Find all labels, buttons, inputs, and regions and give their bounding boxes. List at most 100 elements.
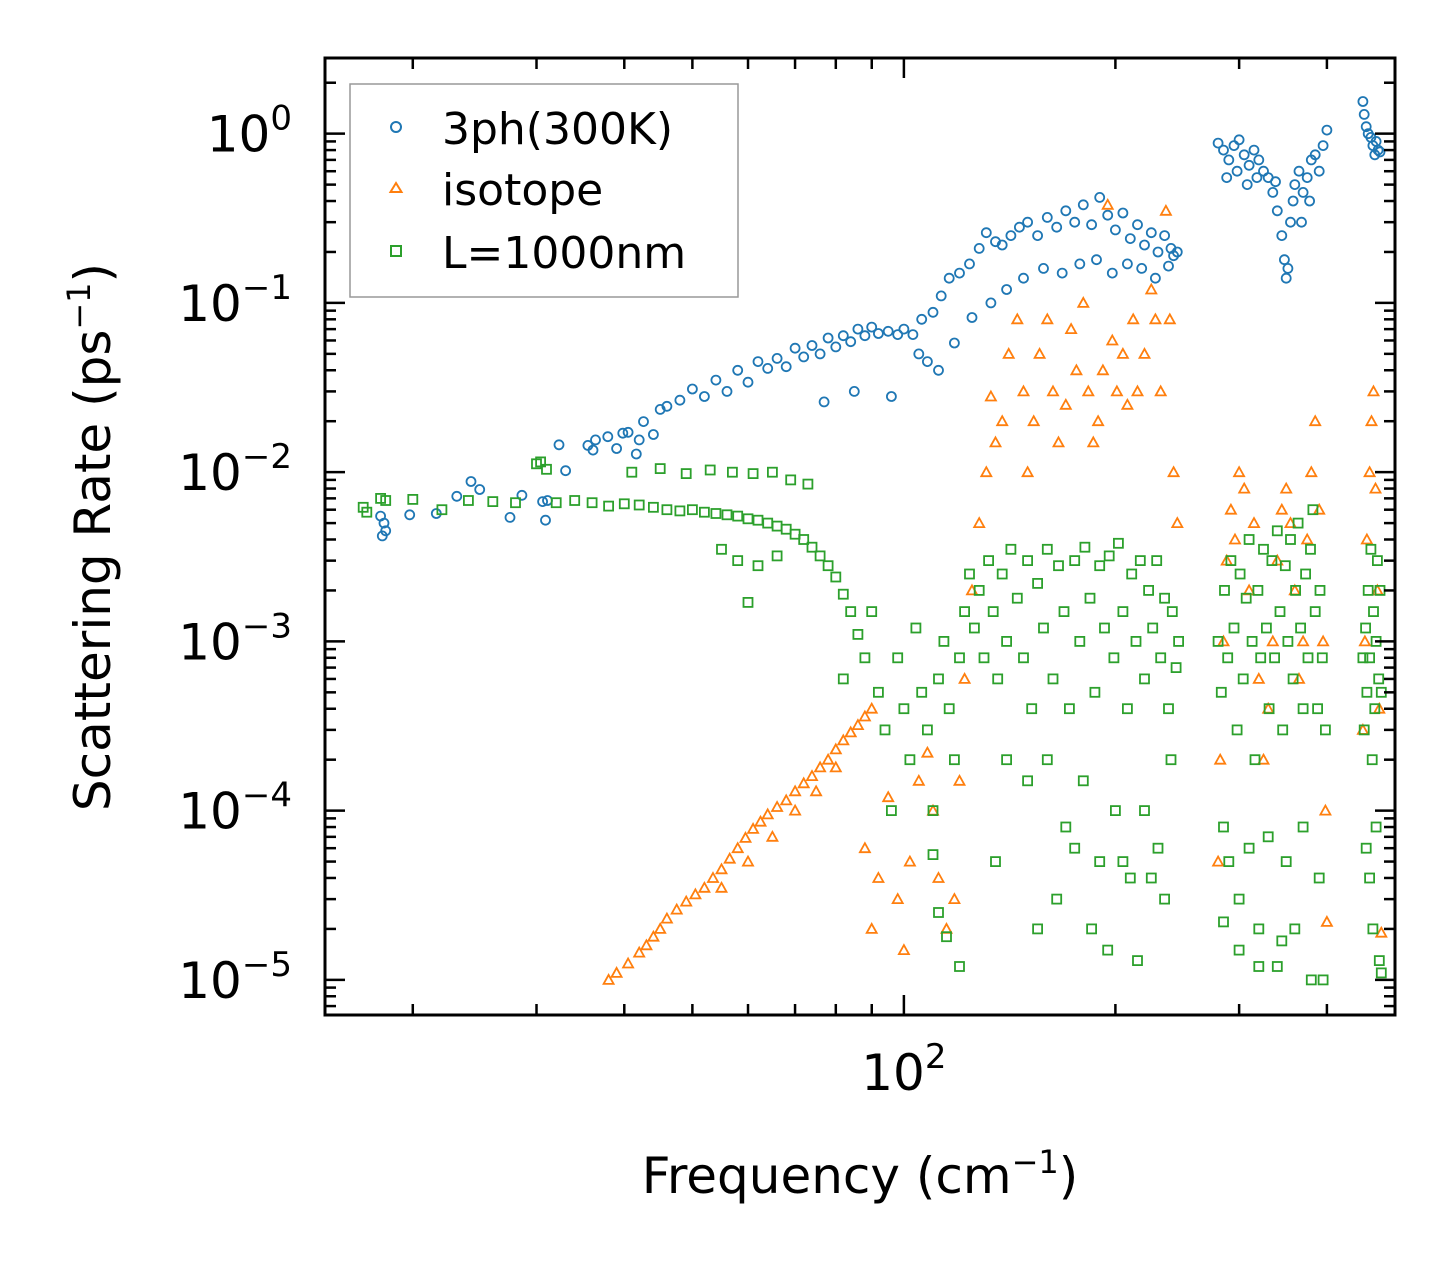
data-point (723, 851, 737, 864)
data-point (504, 512, 516, 523)
data-point (938, 636, 950, 647)
data-point (1367, 923, 1379, 935)
data-point (1086, 219, 1097, 231)
data-point (1130, 636, 1142, 647)
data-point (1038, 622, 1049, 634)
data-point (806, 541, 818, 553)
data-point (727, 466, 738, 478)
data-point (1212, 636, 1224, 647)
data-point (1163, 703, 1174, 715)
data-point (1271, 525, 1283, 537)
data-point (646, 929, 660, 942)
data-point (732, 364, 744, 376)
data-point (752, 356, 764, 368)
data-point (933, 907, 944, 918)
data-point (380, 525, 392, 537)
data-point (1021, 465, 1035, 478)
data-point (679, 894, 693, 907)
data-point (927, 805, 939, 816)
data-point (886, 805, 897, 816)
data-point (1231, 724, 1243, 736)
data-point (1223, 154, 1235, 166)
data-point (789, 342, 801, 354)
data-point (1041, 211, 1053, 223)
data-point (687, 383, 698, 395)
data-point (1372, 555, 1383, 566)
data-point (1358, 724, 1370, 736)
data-point (1016, 384, 1031, 397)
data-point (767, 466, 778, 478)
data-point (1094, 191, 1106, 203)
data-point (1313, 872, 1325, 884)
data-point (979, 465, 993, 478)
data-point (626, 466, 638, 478)
data-point (1261, 622, 1272, 634)
data-point (1094, 560, 1106, 572)
data-point (1132, 219, 1143, 231)
data-point (1077, 775, 1089, 787)
data-point (1010, 312, 1024, 325)
data-point (1018, 272, 1029, 284)
data-point (1297, 703, 1309, 715)
data-point (680, 468, 692, 480)
data-point (1279, 254, 1290, 266)
data-point (1297, 821, 1309, 833)
data-point (1224, 502, 1238, 515)
data-point (771, 550, 783, 562)
data-point (1266, 634, 1280, 647)
data-point (873, 686, 884, 698)
data-point (630, 448, 642, 460)
data-point (1101, 197, 1115, 210)
data-point (1255, 652, 1267, 664)
data-point (602, 431, 614, 443)
data-point (1296, 216, 1307, 228)
data-point (1117, 856, 1129, 867)
y-axis-label-close: ) (64, 263, 122, 283)
data-point (830, 341, 842, 353)
data-point (1110, 224, 1121, 236)
data-point (912, 773, 926, 786)
data-point (1233, 134, 1245, 146)
data-point (1150, 272, 1161, 284)
data-point (1168, 250, 1179, 262)
data-point (1105, 333, 1119, 346)
data-point (865, 922, 879, 934)
data-point (1300, 532, 1314, 545)
data-point (836, 733, 850, 746)
data-point (1113, 537, 1124, 549)
data-point (1027, 414, 1041, 427)
data-point (996, 568, 1008, 580)
data-point (814, 348, 826, 360)
series-layer (357, 96, 1388, 986)
data-point (1148, 312, 1162, 325)
data-point (1051, 221, 1063, 233)
data-point (1137, 347, 1152, 359)
data-point (1081, 384, 1095, 397)
data-point (1159, 893, 1170, 905)
data-point (1370, 821, 1382, 833)
data-point (837, 673, 849, 685)
data-point (1144, 282, 1158, 295)
data-point (1047, 673, 1059, 685)
data-point (1132, 955, 1143, 966)
y-tick-label: 100 (207, 99, 292, 164)
data-point (1032, 230, 1043, 242)
data-point (910, 622, 922, 634)
data-point (1364, 872, 1375, 884)
data-point (1316, 652, 1328, 664)
data-point (1126, 568, 1138, 580)
data-point (462, 495, 474, 506)
data-point (1267, 186, 1279, 198)
data-point (761, 807, 775, 820)
data-point (844, 725, 858, 738)
data-point (451, 490, 463, 502)
data-point (866, 321, 878, 333)
data-point (892, 652, 904, 664)
legend: 3ph(300K) isotope L=1000nm (349, 83, 739, 298)
data-point (964, 568, 975, 580)
y-tick-labels: 100 10−1 10−2 10−3 10−4 10−5 (178, 99, 292, 1010)
data-point (1159, 592, 1170, 604)
data-point (1219, 585, 1230, 596)
data-point (1117, 207, 1129, 219)
data-point (618, 498, 630, 510)
